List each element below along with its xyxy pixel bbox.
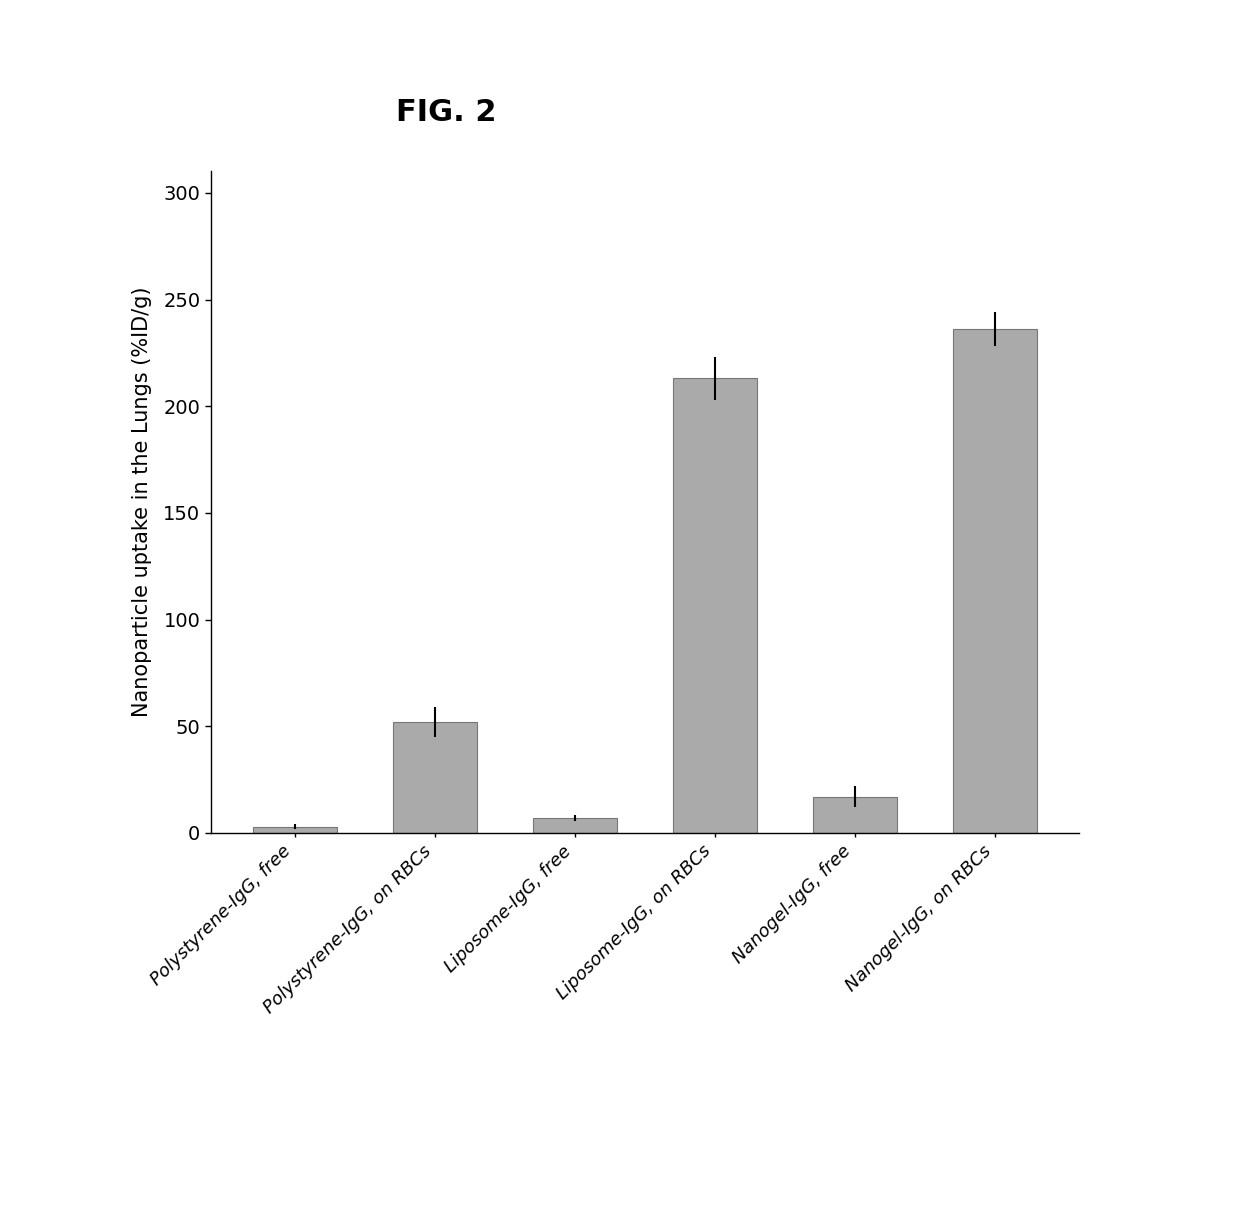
Text: FIG. 2: FIG. 2 (396, 98, 497, 127)
Bar (253, 827, 337, 833)
Bar (533, 818, 616, 833)
Bar (952, 330, 1037, 833)
Bar (393, 722, 477, 833)
Bar (812, 796, 897, 833)
Y-axis label: Nanoparticle uptake in the Lungs (%ID/g): Nanoparticle uptake in the Lungs (%ID/g) (133, 287, 153, 718)
Bar (673, 379, 756, 833)
